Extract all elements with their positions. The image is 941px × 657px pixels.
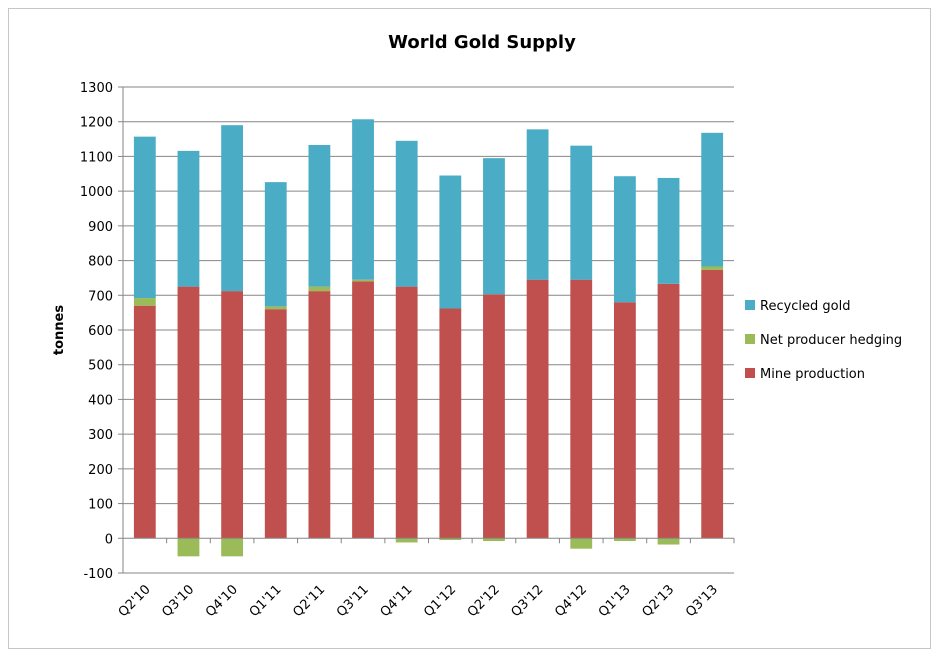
y-tick-label: 100	[88, 498, 113, 513]
x-tick-labels: Q2'10 Q3'10 Q4'10 Q1'11 Q2'11 Q3'11 Q4'11 Q1'12…	[116, 582, 721, 620]
chart-frame	[8, 8, 931, 649]
legend-label: Net producer hedging	[760, 333, 902, 348]
y-tick-label: 0	[105, 532, 113, 547]
y-tick-label: 1000	[80, 185, 113, 200]
legend-label: Recycled gold	[760, 299, 851, 314]
bar-recycled-gold	[133, 136, 156, 299]
bar-recycled-gold	[221, 125, 244, 292]
bar-mine-production	[526, 279, 549, 539]
bar-recycled-gold	[264, 182, 287, 307]
bar-mine-production	[177, 286, 200, 539]
y-tick-labels: -100 0 100 200 300 400 500 600 700 800 900 1000 1100…	[80, 81, 113, 582]
bar-mine-production	[483, 294, 505, 539]
x-tick-label: Q1'11	[247, 582, 285, 620]
bars	[133, 119, 724, 557]
y-tick-label: 200	[88, 463, 113, 478]
bar-mine-production	[352, 281, 374, 539]
y-tick-label: -100	[83, 567, 113, 582]
y-tick-label: 300	[88, 428, 113, 443]
y-tick-label: 1100	[80, 150, 113, 165]
bar-mine-production	[308, 291, 331, 539]
legend-swatch	[745, 368, 755, 378]
x-tick-label: Q2'13	[639, 582, 677, 620]
bar-net-producer-hedging	[352, 279, 374, 282]
bar-mine-production	[701, 269, 724, 539]
bar-net-producer-hedging	[133, 298, 156, 306]
bar-mine-production	[133, 305, 156, 539]
bar-net-producer-hedging	[439, 538, 462, 541]
x-tick-label: Q4'10	[203, 582, 241, 620]
bar-recycled-gold	[439, 175, 462, 309]
bar-net-producer-hedging	[483, 538, 505, 542]
bar-mine-production	[221, 291, 244, 539]
y-tick-label: 1200	[80, 116, 113, 131]
bar-mine-production	[439, 308, 462, 539]
x-tick-label: Q1'13	[596, 582, 634, 620]
x-tick-label: Q3'11	[334, 582, 372, 620]
bar-mine-production	[570, 279, 593, 539]
x-tick-label: Q3'13	[683, 582, 721, 620]
y-tick-label: 400	[88, 393, 113, 408]
bar-net-producer-hedging	[221, 538, 244, 557]
bar-recycled-gold	[701, 132, 724, 267]
x-tick-label: Q2'11	[290, 582, 328, 620]
bar-net-producer-hedging	[701, 266, 724, 270]
bar-recycled-gold	[483, 158, 505, 295]
x-tick-label: Q3'10	[159, 582, 197, 620]
chart-title: World Gold Supply	[388, 32, 576, 53]
x-tick-label: Q4'12	[552, 582, 590, 620]
bar-net-producer-hedging	[657, 538, 680, 545]
y-tick-label: 800	[88, 255, 113, 270]
bar-recycled-gold	[657, 177, 680, 284]
x-tick-label: Q4'11	[378, 582, 416, 620]
bar-net-producer-hedging	[177, 538, 200, 557]
legend: Recycled gold Net producer hedging Mine pr…	[745, 299, 902, 382]
y-tick-label: 600	[88, 324, 113, 339]
bar-recycled-gold	[526, 129, 549, 280]
bar-net-producer-hedging	[308, 286, 331, 292]
y-tick-label: 500	[88, 359, 113, 374]
axes	[122, 87, 735, 573]
bar-mine-production	[264, 309, 287, 539]
bar-net-producer-hedging	[570, 538, 593, 549]
bar-recycled-gold	[308, 144, 331, 287]
legend-swatch	[745, 334, 755, 344]
y-tick-label: 1300	[80, 81, 113, 96]
y-tick-label: 700	[88, 289, 113, 304]
bar-mine-production	[657, 283, 680, 539]
y-axis-label: tonnes	[52, 305, 67, 355]
bar-recycled-gold	[613, 176, 636, 303]
bar-net-producer-hedging	[613, 538, 636, 542]
bar-recycled-gold	[395, 140, 418, 287]
y-tick-label: 900	[88, 220, 113, 235]
x-tick-label: Q2'10	[116, 582, 154, 620]
bar-recycled-gold	[177, 150, 200, 287]
legend-swatch	[745, 300, 755, 310]
bar-net-producer-hedging	[395, 538, 418, 543]
gridlines	[118, 86, 734, 574]
bar-mine-production	[613, 302, 636, 539]
bar-net-producer-hedging	[264, 306, 287, 310]
x-tick-label: Q3'12	[509, 582, 547, 620]
x-tick-label: Q1'12	[421, 582, 459, 620]
bar-mine-production	[395, 286, 418, 539]
bar-recycled-gold	[352, 119, 374, 280]
x-tick-label: Q2'12	[465, 582, 503, 620]
bar-recycled-gold	[570, 145, 593, 280]
legend-label: Mine production	[760, 367, 865, 382]
